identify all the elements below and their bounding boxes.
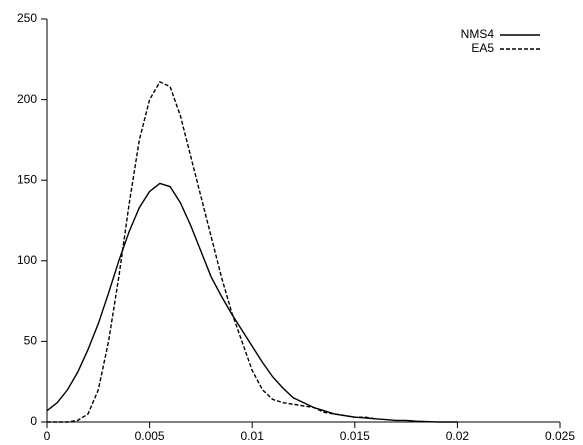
x-tick-label: 0.005 — [135, 429, 165, 443]
x-tick-label: 0.025 — [545, 429, 575, 443]
y-tick-label: 100 — [17, 253, 37, 267]
y-tick-label: 0 — [30, 414, 37, 428]
x-tick-label: 0.02 — [446, 429, 470, 443]
series-line — [46, 182, 458, 423]
x-tick-label: 0.015 — [340, 429, 370, 443]
series-line — [47, 80, 376, 423]
y-tick-label: 150 — [17, 172, 37, 186]
y-tick-label: 50 — [24, 334, 38, 348]
x-tick-label: 0.01 — [241, 429, 265, 443]
y-tick-label: 250 — [17, 11, 37, 25]
x-tick-label: 0 — [44, 429, 51, 443]
legend-label: NMS4 — [461, 27, 495, 41]
y-tick-label: 200 — [17, 92, 37, 106]
legend-label: EA5 — [471, 41, 494, 55]
